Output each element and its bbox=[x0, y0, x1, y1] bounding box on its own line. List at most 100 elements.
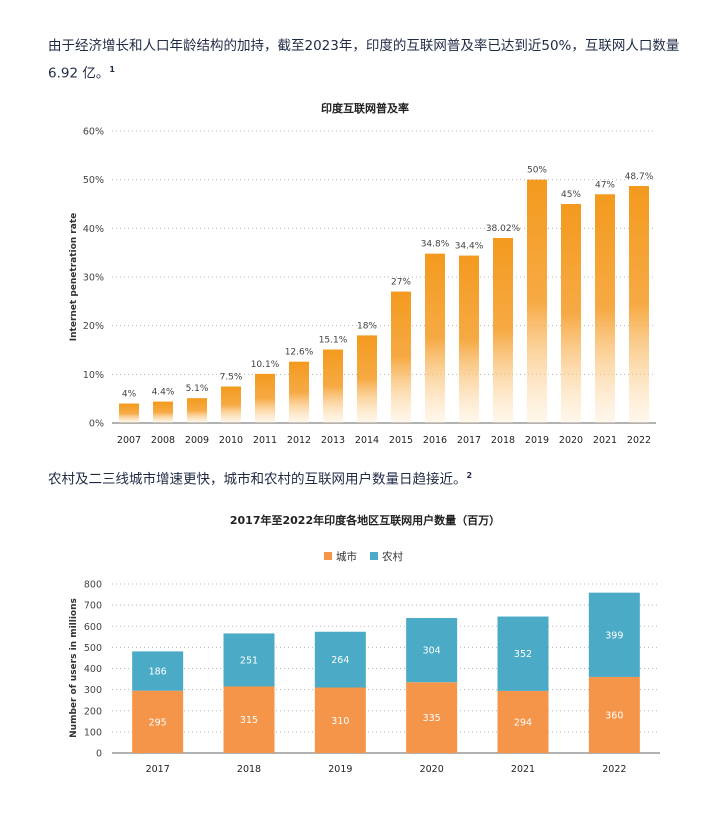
chart2-bar-urban bbox=[588, 676, 640, 753]
chart1-x-tick-label: 2018 bbox=[491, 435, 515, 446]
chart1-y-tick-label: 60% bbox=[83, 127, 104, 138]
chart1-bar bbox=[561, 204, 581, 423]
chart1-bar bbox=[153, 401, 173, 423]
chart2-x-tick-label: 2017 bbox=[146, 764, 170, 775]
chart1-bar bbox=[187, 398, 207, 423]
chart2-data-label: 335 bbox=[423, 713, 441, 724]
chart1-bar bbox=[595, 194, 615, 423]
chart1-bar bbox=[221, 386, 241, 423]
legend-label-urban: 城市 bbox=[336, 550, 357, 563]
rural-paragraph: 农村及二三线城市增速更快，城市和农村的互联网用户数量日趋接近。2 bbox=[48, 464, 688, 492]
chart1-data-label: 7.5% bbox=[220, 373, 243, 383]
chart2-data-label: 251 bbox=[240, 655, 258, 666]
footnote-ref-1: 1 bbox=[109, 65, 115, 74]
chart1-y-tick-label: 10% bbox=[83, 370, 104, 381]
chart2-data-label: 186 bbox=[149, 667, 167, 678]
chart2-y-axis-label: Number of users in millions bbox=[69, 598, 79, 738]
chart1-bar bbox=[425, 253, 445, 423]
chart2-y-tick-label: 500 bbox=[84, 643, 102, 654]
chart1-x-tick-label: 2012 bbox=[287, 435, 311, 446]
legend-swatch-urban bbox=[324, 552, 332, 560]
legend-label-rural: 农村 bbox=[382, 550, 403, 563]
chart1-bar bbox=[289, 361, 309, 423]
chart2-bar-rural bbox=[497, 616, 549, 691]
chart1-x-tick-label: 2019 bbox=[525, 435, 549, 446]
chart2-y-tick-label: 200 bbox=[84, 706, 102, 717]
chart2-x-tick-label: 2020 bbox=[420, 764, 444, 775]
chart1-bar bbox=[391, 291, 411, 423]
chart2-data-label: 294 bbox=[514, 717, 532, 728]
chart1-data-label: 10.1% bbox=[251, 360, 280, 370]
chart2-bar-urban bbox=[223, 686, 275, 753]
intro-paragraph: 由于经济增长和人口年龄结构的加持，截至2023年，印度的互联网普及率已达到近50… bbox=[48, 34, 688, 86]
chart2-data-label: 264 bbox=[331, 655, 349, 666]
chart1-y-tick-label: 30% bbox=[83, 273, 104, 284]
chart2-data-label: 399 bbox=[605, 630, 623, 641]
chart1-x-tick-label: 2009 bbox=[185, 435, 209, 446]
chart1-data-label: 4.4% bbox=[152, 388, 175, 398]
chart1-bar bbox=[493, 237, 513, 423]
chart2-bar-urban bbox=[497, 690, 549, 753]
chart2-data-label: 315 bbox=[240, 715, 258, 726]
intro-text: 由于经济增长和人口年龄结构的加持，截至2023年，印度的互联网普及率已达到近50… bbox=[48, 38, 680, 82]
chart1-title: 印度互联网普及率 bbox=[321, 101, 409, 115]
chart2-bar-rural bbox=[223, 633, 275, 687]
chart2-data-label: 295 bbox=[149, 717, 167, 728]
chart1-data-label: 50% bbox=[527, 166, 547, 176]
chart2-data-label: 304 bbox=[423, 646, 441, 657]
chart1-data-label: 38.02% bbox=[486, 224, 521, 234]
chart1-x-tick-label: 2020 bbox=[559, 435, 583, 446]
chart1-data-label: 47% bbox=[595, 180, 615, 190]
chart1-x-tick-label: 2007 bbox=[117, 435, 141, 446]
chart1-data-label: 27% bbox=[391, 278, 411, 288]
chart1-x-tick-label: 2010 bbox=[219, 435, 243, 446]
chart1-x-tick-label: 2022 bbox=[627, 435, 651, 446]
chart1-bar bbox=[629, 185, 649, 423]
chart1-data-label: 4% bbox=[122, 390, 137, 400]
rural-text: 农村及二三线城市增速更快，城市和农村的互联网用户数量日趋接近。 bbox=[48, 471, 467, 488]
chart1-data-label: 5.1% bbox=[186, 384, 209, 394]
chart1-x-tick-label: 2013 bbox=[321, 435, 345, 446]
chart1-y-tick-label: 0% bbox=[89, 419, 104, 430]
chart2-y-tick-label: 700 bbox=[84, 601, 102, 612]
chart2-data-label: 360 bbox=[605, 710, 623, 721]
chart2-y-tick-label: 400 bbox=[84, 664, 102, 675]
chart2-bar-urban bbox=[406, 682, 458, 753]
chart1-data-label: 34.8% bbox=[421, 240, 450, 250]
chart1-x-tick-label: 2008 bbox=[151, 435, 175, 446]
chart1-x-tick-label: 2017 bbox=[457, 435, 481, 446]
chart2-x-tick-label: 2021 bbox=[511, 764, 535, 775]
chart1-data-label: 18% bbox=[357, 321, 377, 331]
chart1-data-label: 48.7% bbox=[625, 172, 654, 182]
chart1-data-label: 12.6% bbox=[285, 348, 314, 358]
chart1-x-tick-label: 2014 bbox=[355, 435, 379, 446]
chart2-bar-rural bbox=[588, 592, 640, 677]
chart1-bar bbox=[119, 403, 139, 423]
chart1-x-tick-label: 2011 bbox=[253, 435, 277, 446]
chart1-y-tick-label: 50% bbox=[83, 175, 104, 186]
legend-swatch-rural bbox=[370, 552, 378, 560]
footnote-ref-2: 2 bbox=[466, 471, 473, 480]
chart2-bar-rural bbox=[406, 618, 458, 683]
chart2-y-tick-label: 800 bbox=[84, 580, 102, 591]
chart1-bar bbox=[255, 373, 275, 423]
chart2-title: 2017年至2022年印度各地区互联网用户数量（百万） bbox=[230, 513, 500, 527]
chart2-x-tick-label: 2022 bbox=[602, 764, 626, 775]
chart1-bar bbox=[357, 335, 377, 423]
penetration-chart: 印度互联网普及率 Internet penetration rate 4% 4.4… bbox=[69, 101, 656, 446]
chart1-bar bbox=[527, 179, 547, 423]
chart2-y-tick-label: 100 bbox=[84, 727, 102, 738]
chart2-data-label: 352 bbox=[514, 649, 532, 660]
chart1-y-tick-label: 20% bbox=[83, 321, 104, 332]
chart2-x-tick-label: 2018 bbox=[237, 764, 261, 775]
chart1-x-tick-label: 2015 bbox=[389, 435, 413, 446]
chart1-x-tick-label: 2021 bbox=[593, 435, 617, 446]
chart2-y-tick-label: 0 bbox=[96, 749, 102, 760]
chart2-bar-urban bbox=[132, 690, 184, 753]
chart1-data-label: 15.1% bbox=[319, 336, 348, 346]
chart1-x-tick-label: 2016 bbox=[423, 435, 447, 446]
chart1-data-label: 45% bbox=[561, 190, 581, 200]
chart1-data-label: 34.4% bbox=[455, 242, 484, 252]
chart2-data-label: 310 bbox=[331, 716, 349, 727]
